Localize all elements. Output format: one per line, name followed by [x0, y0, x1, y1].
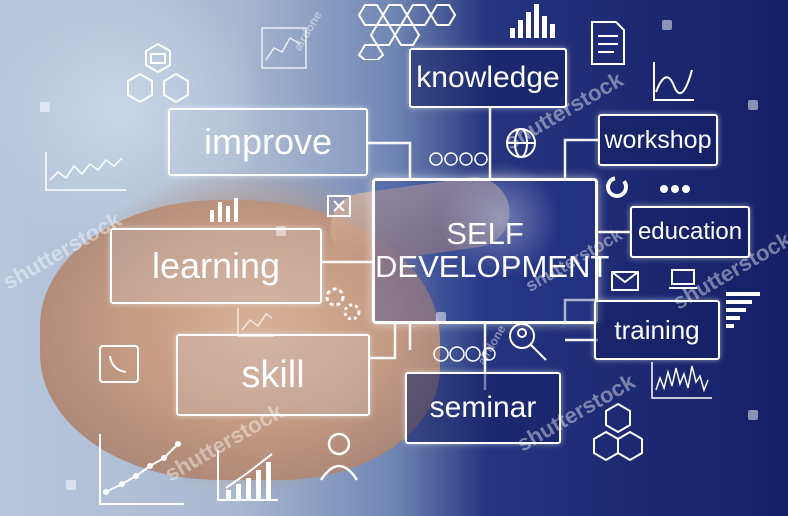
- watermark-dot: [40, 102, 50, 112]
- laptop-icon: [669, 269, 697, 289]
- keyword-knowledge-label: knowledge: [416, 61, 560, 94]
- pie-row-lower-icon: [433, 346, 496, 362]
- keyword-education-label: education: [637, 218, 743, 245]
- watermark-dot: [748, 100, 758, 110]
- waveform-chart-icon: [45, 152, 126, 191]
- bar-chart-icon: [510, 4, 555, 38]
- keyword-training: training: [594, 300, 720, 360]
- keyword-learning: learning: [110, 228, 322, 304]
- gears-icon: [325, 287, 361, 321]
- keyword-training-label: training: [614, 314, 700, 345]
- hexagon-pattern-icon: [357, 4, 457, 60]
- center-title-line2: DEVELOPMENT: [375, 249, 610, 284]
- pie-row-icon: [429, 152, 488, 166]
- keyword-education: education: [630, 206, 750, 258]
- keyword-knowledge: knowledge: [409, 48, 567, 108]
- growth-bars-icon: [217, 450, 278, 501]
- watermark-dot: [662, 20, 672, 30]
- faint-chart-icon: [237, 308, 274, 337]
- growth-scatter-icon: [99, 434, 184, 505]
- mini-bars-icon: [210, 198, 238, 222]
- envelope-network-icon: [127, 42, 189, 104]
- close-box-icon: [327, 195, 351, 217]
- watermark-dot: [276, 226, 286, 236]
- line-graph-icon: [653, 62, 694, 101]
- keyword-workshop-label: workshop: [604, 125, 712, 154]
- phone-icon: [99, 345, 139, 383]
- keyword-improve-label: improve: [203, 121, 333, 162]
- user-icon: [319, 432, 359, 481]
- keyword-workshop: workshop: [598, 114, 718, 166]
- keyword-learning-label: learning: [151, 245, 281, 286]
- horizontal-bars-icon: [726, 292, 760, 328]
- gears-small-icon: [660, 185, 690, 193]
- magnifier-user-icon: [509, 323, 547, 361]
- keyword-skill: skill: [176, 334, 370, 416]
- hexagon-cluster-icon: [593, 402, 643, 462]
- center-title-line1: SELF: [446, 216, 524, 252]
- document-icon: [591, 21, 625, 65]
- keyword-seminar: seminar: [405, 372, 561, 444]
- keyword-improve: improve: [168, 108, 368, 176]
- self-development-box: SELF DEVELOPMENT: [372, 178, 610, 324]
- ring-chart-icon: [606, 176, 628, 198]
- keyword-seminar-label: seminar: [429, 391, 537, 424]
- watermark-dot: [436, 312, 446, 322]
- chart-panel-icon: [261, 27, 307, 69]
- spike-chart-icon: [651, 362, 712, 399]
- watermark-dot: [748, 410, 758, 420]
- watermark-dot: [66, 480, 76, 490]
- keyword-skill-label: skill: [241, 353, 305, 396]
- mail-icon: [611, 271, 639, 291]
- globe-icon: [506, 128, 536, 158]
